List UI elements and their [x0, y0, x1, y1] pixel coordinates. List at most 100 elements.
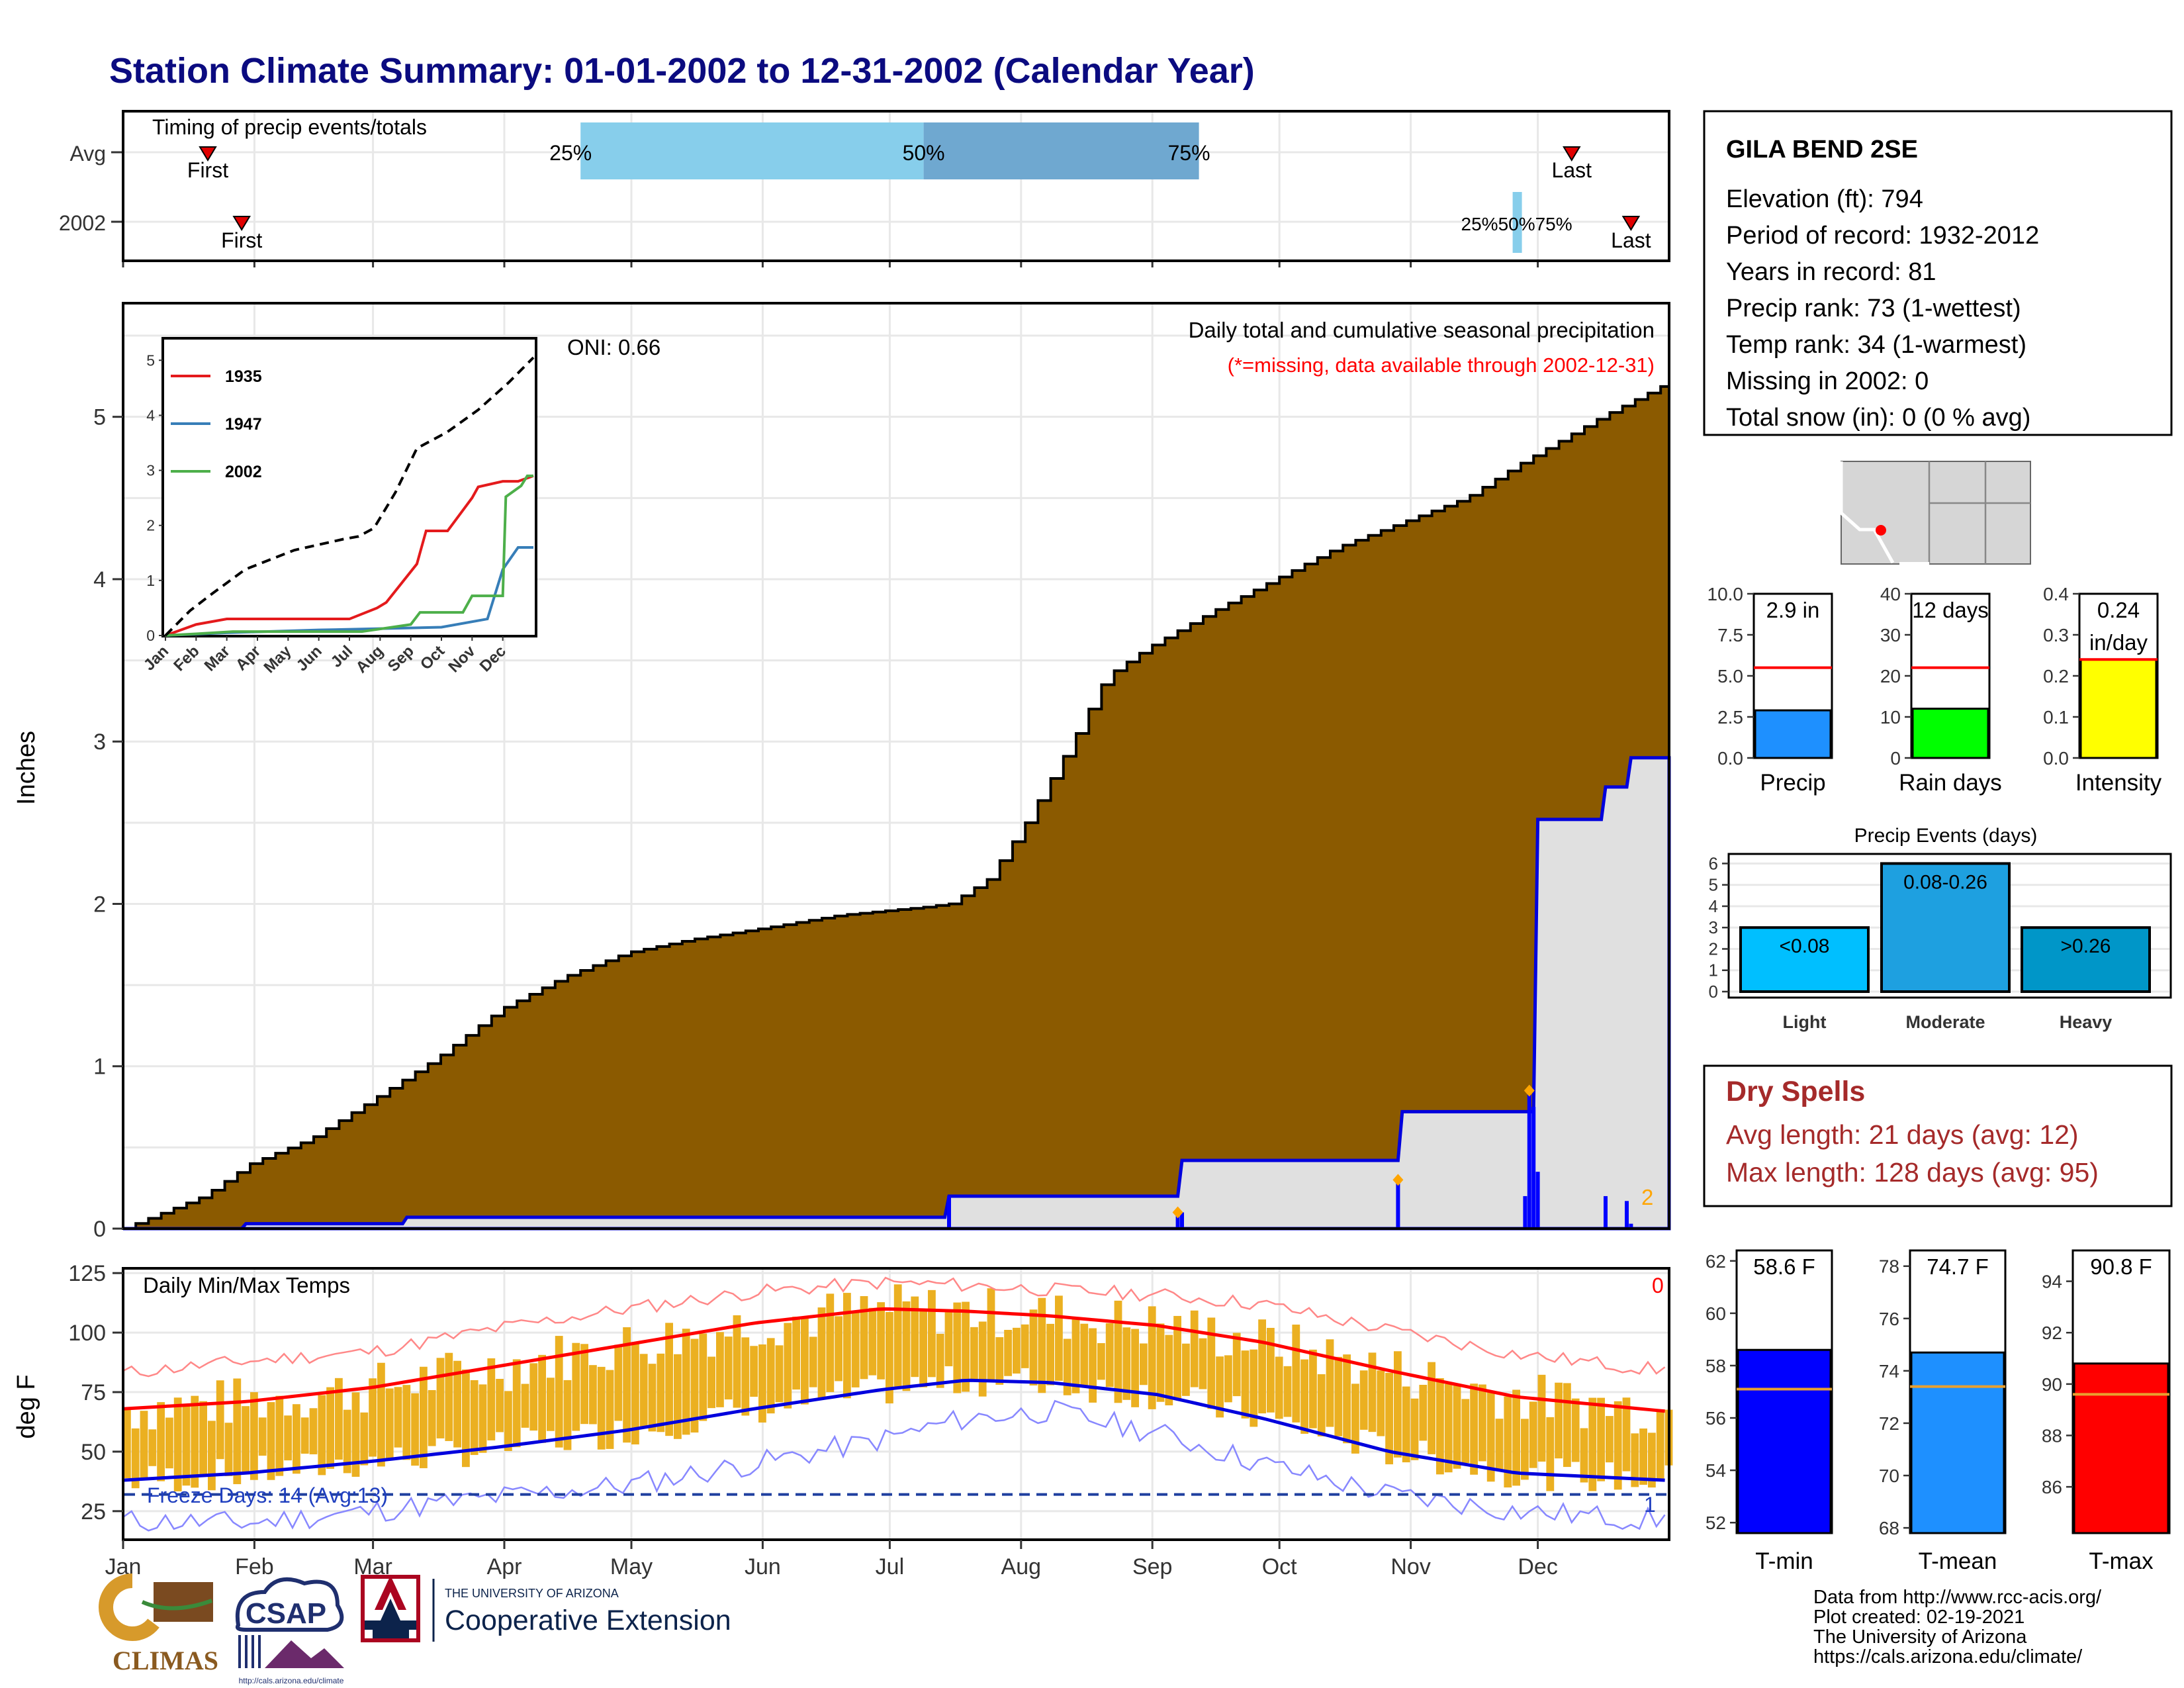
temp-range-bar — [402, 1385, 411, 1460]
temp-range-bar — [1258, 1319, 1266, 1414]
precip-summary-bars: 0.0 2.5 5.0 7.5 10.0 2.9 in Precip 0 10 20 30 40 12 … — [1707, 584, 2162, 796]
temp-range-bar — [919, 1309, 927, 1387]
temp-range-bar — [911, 1296, 919, 1378]
temp-range-bar — [623, 1327, 631, 1443]
month-tick-label: Sep — [1132, 1554, 1173, 1579]
temp-range-bar — [1021, 1324, 1029, 1368]
summary-value-unit: in/day — [2089, 630, 2148, 655]
precip-subtitle: Daily total and cumulative seasonal prec… — [1189, 318, 1655, 342]
temp-count-bottom: 1 — [1644, 1493, 1656, 1517]
temp-range-bar — [1377, 1370, 1385, 1436]
events-x-label: Moderate — [1905, 1012, 1985, 1032]
avg-last-marker — [1563, 146, 1581, 162]
avg-min-line — [122, 1378, 1665, 1482]
avg-q75-label: 75% — [1168, 141, 1210, 165]
temp-range-bar — [1097, 1343, 1105, 1380]
temp-range-bar — [1309, 1349, 1317, 1429]
temp-range-bar — [436, 1358, 445, 1438]
precip-panel: 0 1 2 3 4 5 Inches Daily total and cumulative… — [13, 302, 1671, 1242]
temp-range-bar — [1029, 1309, 1038, 1385]
temp-range-bar — [639, 1354, 648, 1429]
temp-range-bar — [758, 1344, 766, 1423]
avg-first-label: First — [187, 158, 228, 182]
temp-range-bar — [199, 1401, 207, 1477]
credit-line-2: Plot created: 02-19-2021 — [1813, 1607, 2025, 1628]
2002-last-label: Last — [1611, 228, 1651, 252]
temp-range-bar — [775, 1345, 784, 1403]
temp-range-bar — [1555, 1382, 1563, 1459]
temp-range-bar — [1122, 1327, 1131, 1400]
temp-range-bar — [1343, 1354, 1351, 1444]
temp-range-bar — [1359, 1370, 1368, 1430]
temp-range-bar — [1470, 1383, 1478, 1475]
inset-y-tick-label: 3 — [146, 462, 155, 479]
temp-range-bar — [1216, 1356, 1224, 1418]
temp-summary-bars: 52 54 56 58 60 62 58.6 F T-min 68 70 72 74 76 78 74.7 … — [1706, 1249, 2171, 1574]
csap-logo: CSAP http://cals.arizona.edu/climate — [235, 1577, 344, 1685]
temp-range-bar — [1571, 1398, 1580, 1462]
temp-range-bar — [563, 1380, 572, 1450]
daily-precip-bar — [1629, 1223, 1633, 1229]
temp-range-bar — [521, 1383, 529, 1428]
temp-range-bar — [300, 1417, 309, 1454]
temp-range-bar — [1436, 1378, 1444, 1475]
temp-range-bar — [733, 1315, 741, 1408]
temp-range-bar — [817, 1307, 826, 1399]
temp-summary-y-tick-label: 78 — [1879, 1256, 1899, 1277]
dry-spells-avg: Avg length: 21 days (avg: 12) — [1726, 1119, 2079, 1150]
events-bar-label: <0.08 — [1780, 935, 1830, 957]
2002-cumulative-area — [123, 756, 1671, 1231]
temp-summary-y-tick-label: 74 — [1879, 1361, 1899, 1382]
temp-range-bar — [851, 1312, 860, 1387]
ua-small-text: THE UNIVERSITY OF ARIZONA — [445, 1587, 619, 1600]
events-y-tick-label: 0 — [1709, 982, 1718, 1002]
temp-summary-y-tick-label: 68 — [1879, 1518, 1899, 1538]
avg-q50-label: 50% — [903, 141, 945, 165]
temp-summary-y-tick-label: 88 — [2042, 1425, 2062, 1446]
climas-logo-text: CLIMAS — [113, 1646, 218, 1675]
temp-range-bar — [538, 1354, 546, 1443]
temp-summary-x-label: T-mean — [1919, 1548, 1997, 1574]
daily-precip-marker — [1172, 1206, 1183, 1219]
temp-range-bar — [928, 1289, 936, 1378]
temp-summary-x-label: T-min — [1755, 1548, 1813, 1574]
location-map — [1839, 461, 2031, 566]
temp-range-bar — [309, 1408, 318, 1454]
temp-range-bar — [1250, 1349, 1258, 1427]
station-name: GILA BEND 2SE — [1726, 136, 1918, 164]
temp-summary-y-tick-label: 86 — [2042, 1477, 2062, 1497]
temp-range-bar — [453, 1360, 461, 1448]
temp-range-bar — [351, 1392, 360, 1477]
temp-panel: 25 50 75 100 125 Daily Min/Max Temps Freeze … — [13, 1261, 1673, 1579]
summary-y-tick-label: 20 — [1880, 666, 1901, 686]
temp-range-bar — [1114, 1300, 1122, 1403]
temp-y-tick-label: 125 — [68, 1261, 106, 1286]
station-location-dot — [1876, 525, 1886, 536]
station-line-temp-rank: Temp rank: 34 (1-warmest) — [1726, 331, 2026, 359]
temp-range-bar — [547, 1378, 555, 1431]
summary-y-tick-label: 0 — [1890, 748, 1901, 769]
daily-precip-bar — [1531, 1107, 1536, 1229]
events-y-tick-label: 1 — [1709, 961, 1718, 980]
temp-range-bar — [1131, 1329, 1139, 1407]
2002-quartile-bar — [1512, 192, 1522, 253]
dry-spells-box: Dry Spells Avg length: 21 days (avg: 12)… — [1703, 1064, 2173, 1207]
temp-range-bar — [750, 1346, 758, 1397]
precip-events-title: Precip Events (days) — [1854, 825, 2038, 847]
temp-range-bar — [1648, 1432, 1656, 1488]
precip-y-tick-label: 5 — [93, 405, 106, 430]
temp-range-bar — [1317, 1374, 1326, 1436]
summary-bar-Rain days — [1911, 708, 1989, 759]
temp-range-bar — [284, 1415, 292, 1461]
daily-precip-bars — [947, 1090, 1633, 1229]
temp-range-bar — [233, 1378, 242, 1485]
temp-summary-y-tick-label: 70 — [1879, 1466, 1899, 1486]
credit-line-3: The University of Arizona — [1813, 1626, 2027, 1648]
temp-range-bar — [699, 1333, 707, 1421]
inset-y-tick-label: 2 — [146, 517, 155, 534]
station-line-elevation: Elevation (ft): 794 — [1726, 185, 1923, 213]
temp-y-tick-label: 50 — [81, 1440, 106, 1465]
temp-range-bar — [182, 1405, 191, 1486]
temp-range-bar — [1495, 1419, 1504, 1470]
timing-row-avg: Avg — [69, 142, 106, 165]
